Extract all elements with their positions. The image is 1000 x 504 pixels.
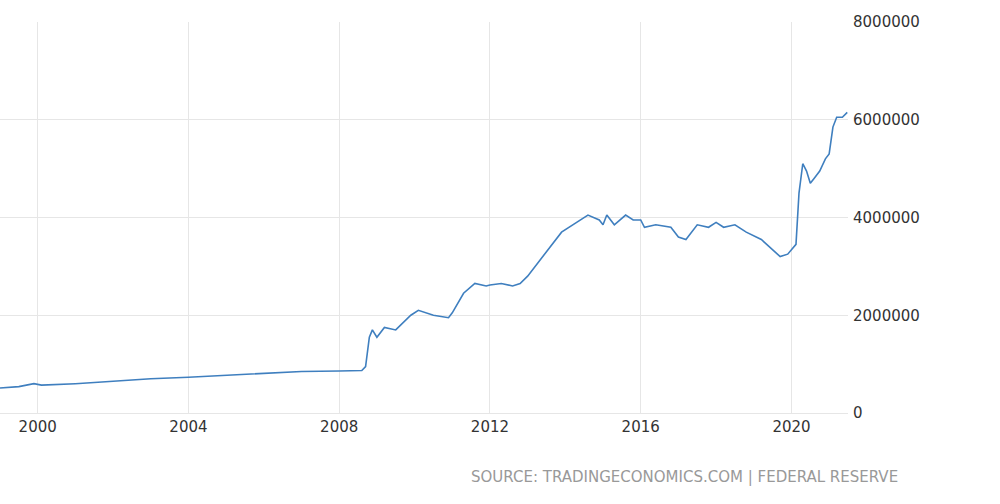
svg-text:2020: 2020	[772, 418, 810, 436]
svg-text:2000: 2000	[19, 418, 57, 436]
svg-text:0: 0	[853, 404, 863, 422]
svg-text:2000000: 2000000	[853, 307, 920, 325]
svg-text:2004: 2004	[169, 418, 207, 436]
svg-text:4000000: 4000000	[853, 209, 920, 227]
svg-text:2012: 2012	[471, 418, 509, 436]
svg-text:8000000: 8000000	[853, 13, 920, 31]
svg-text:2016: 2016	[622, 418, 660, 436]
svg-text:SOURCE: TRADINGECONOMICS.COM |: SOURCE: TRADINGECONOMICS.COM | FEDERAL R…	[471, 468, 898, 486]
svg-text:6000000: 6000000	[853, 111, 920, 129]
svg-text:2008: 2008	[320, 418, 358, 436]
